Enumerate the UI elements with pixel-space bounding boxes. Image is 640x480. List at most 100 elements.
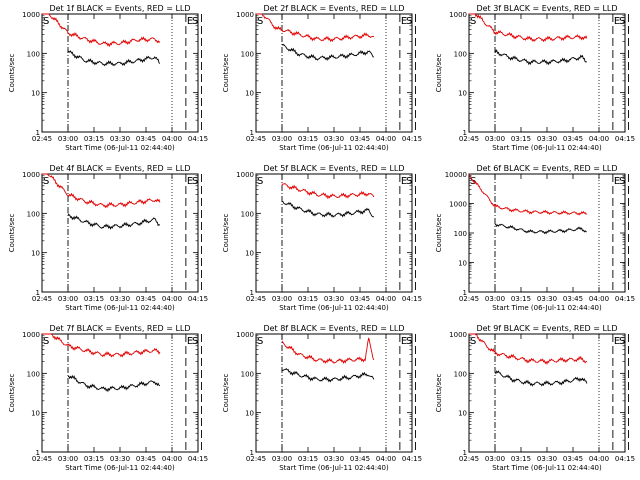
chart-title: Det 9f BLACK = Events, RED = LLD — [476, 324, 617, 333]
x-tick-label: 03:15 — [84, 135, 104, 143]
x-tick-label: 03:15 — [298, 455, 318, 463]
series-line-lld — [42, 333, 161, 358]
chart-title: Det 1f BLACK = Events, RED = LLD — [49, 4, 190, 13]
y-tick-label: 10 — [245, 410, 254, 418]
x-tick-label: 02:45 — [459, 135, 479, 143]
x-tick-label: 03:00 — [58, 135, 78, 143]
y-tick-label: 1 — [463, 129, 467, 137]
series-line-lld — [281, 337, 375, 365]
series-line-events — [67, 50, 161, 67]
marker-label: S — [619, 176, 625, 187]
y-tick-label: 10 — [31, 90, 40, 98]
series-line-events — [494, 49, 588, 66]
chart-panel-3: Det 3f BLACK = Events, RED = LLD Counts/s… — [435, 4, 635, 152]
x-tick-label: 03:45 — [136, 135, 156, 143]
x-tick-label: 04:15 — [402, 295, 422, 303]
x-tick-label: 03:30 — [110, 135, 130, 143]
y-tick-label: 100 — [27, 50, 40, 58]
series-line-events — [494, 370, 588, 387]
x-tick-label: 03:15 — [511, 295, 531, 303]
x-tick-label: 03:00 — [485, 135, 505, 143]
y-tick-label: 1 — [36, 449, 40, 457]
x-tick-label: 03:00 — [58, 455, 78, 463]
x-tick-label: 02:45 — [32, 135, 52, 143]
x-tick-label: 03:15 — [84, 455, 104, 463]
x-tick-label: 03:15 — [511, 135, 531, 143]
chart-title: Det 6f BLACK = Events, RED = LLD — [476, 164, 617, 173]
marker-label: S — [470, 16, 476, 27]
x-axis-label: Start Time (06-Jul-11 02:44:40) — [492, 144, 602, 152]
y-tick-label: 100 — [241, 210, 254, 218]
y-tick-label: 100 — [454, 230, 467, 238]
x-tick-label: 03:00 — [58, 295, 78, 303]
chart-panel-6: Det 6f BLACK = Events, RED = LLD Counts/s… — [435, 164, 635, 312]
x-tick-label: 03:45 — [563, 295, 583, 303]
series-line-lld — [281, 183, 375, 200]
y-tick-label: 1 — [250, 289, 254, 297]
plot-frame — [255, 333, 413, 453]
x-tick-label: 03:30 — [324, 455, 344, 463]
x-tick-label: 03:15 — [84, 295, 104, 303]
series-line-events — [67, 213, 161, 230]
plot-frame — [468, 13, 626, 133]
x-tick-label: 04:15 — [188, 135, 208, 143]
y-axis-label: Counts/sec — [222, 214, 230, 253]
marker-label: E — [614, 16, 620, 27]
marker-label: S — [192, 176, 198, 187]
marker-label: S — [192, 336, 198, 347]
y-tick-label: 1000 — [22, 331, 40, 339]
y-axis-label: Counts/sec — [8, 214, 16, 253]
series-line-events — [281, 368, 375, 383]
y-axis-label: Counts/sec — [435, 214, 443, 253]
y-tick-label: 1000 — [236, 171, 254, 179]
y-tick-label: 1 — [36, 129, 40, 137]
series-line-lld — [42, 173, 161, 209]
series-line-events — [281, 200, 375, 218]
marker-label: S — [406, 336, 412, 347]
marker-label: S — [257, 16, 263, 27]
x-tick-label: 03:30 — [110, 295, 130, 303]
y-axis-label: Counts/sec — [222, 54, 230, 93]
x-axis-label: Start Time (06-Jul-11 02:44:40) — [279, 304, 389, 312]
chart-panel-4: Det 4f BLACK = Events, RED = LLD Counts/s… — [8, 164, 208, 312]
y-axis-label: Counts/sec — [8, 374, 16, 413]
y-tick-label: 1000 — [236, 331, 254, 339]
y-tick-label: 100 — [454, 370, 467, 378]
x-tick-label: 04:00 — [589, 135, 609, 143]
y-tick-label: 1000 — [449, 331, 467, 339]
x-tick-label: 04:00 — [589, 295, 609, 303]
x-axis-label: Start Time (06-Jul-11 02:44:40) — [279, 464, 389, 472]
x-tick-label: 02:45 — [32, 295, 52, 303]
chart-panel-7: Det 7f BLACK = Events, RED = LLD Counts/s… — [8, 324, 208, 472]
x-tick-label: 03:30 — [324, 295, 344, 303]
chart-panel-1: Det 1f BLACK = Events, RED = LLD Counts/s… — [8, 4, 208, 152]
y-tick-label: 10 — [31, 250, 40, 258]
y-tick-label: 10000 — [445, 171, 467, 179]
marker-label: S — [257, 336, 263, 347]
x-tick-label: 03:45 — [350, 135, 370, 143]
y-axis-label: Counts/sec — [435, 54, 443, 93]
series-line-events — [67, 374, 161, 393]
y-tick-label: 1000 — [449, 11, 467, 19]
y-tick-label: 100 — [241, 50, 254, 58]
chart-panel-8: Det 8f BLACK = Events, RED = LLD Counts/s… — [222, 324, 422, 472]
y-axis-label: Counts/sec — [8, 54, 16, 93]
plot-frame — [41, 13, 199, 133]
y-axis-label: Counts/sec — [435, 374, 443, 413]
x-tick-label: 04:15 — [402, 455, 422, 463]
marker-label: S — [406, 16, 412, 27]
chart-title: Det 8f BLACK = Events, RED = LLD — [263, 324, 404, 333]
x-tick-label: 03:00 — [272, 455, 292, 463]
x-axis-label: Start Time (06-Jul-11 02:44:40) — [65, 144, 175, 152]
y-tick-label: 1 — [250, 129, 254, 137]
y-tick-label: 1000 — [22, 171, 40, 179]
chart-title: Det 5f BLACK = Events, RED = LLD — [263, 164, 404, 173]
x-tick-label: 04:00 — [162, 295, 182, 303]
x-tick-label: 03:00 — [485, 295, 505, 303]
chart-panel-5: Det 5f BLACK = Events, RED = LLD Counts/s… — [222, 164, 422, 312]
x-tick-label: 02:45 — [32, 455, 52, 463]
marker-label: S — [43, 336, 49, 347]
x-tick-label: 02:45 — [246, 455, 266, 463]
y-tick-label: 100 — [454, 50, 467, 58]
